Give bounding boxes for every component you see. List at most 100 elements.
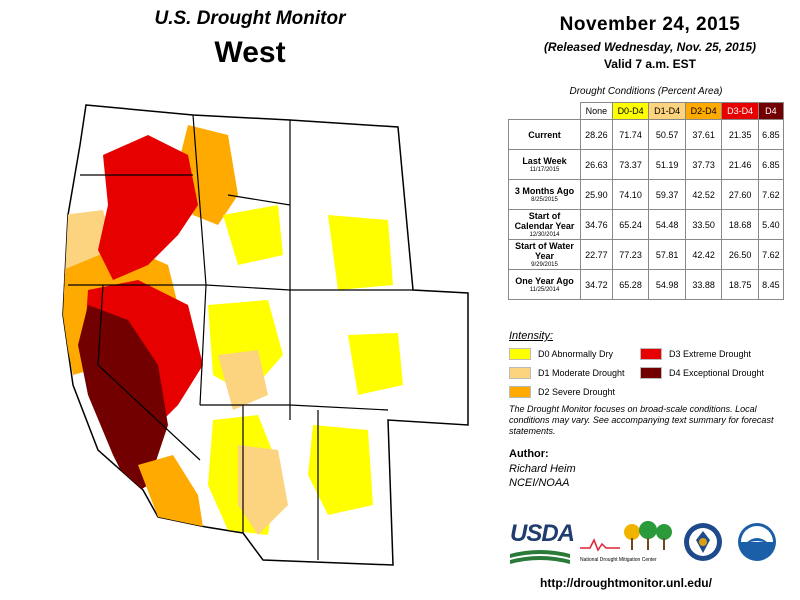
legend-title: Intensity:	[509, 330, 554, 342]
table-cell: 51.19	[648, 149, 686, 180]
doc-seal-logo	[683, 522, 723, 567]
table-cell: 33.88	[684, 269, 723, 300]
usda-logo-text: USDA	[510, 520, 575, 547]
author-label: Author:	[509, 448, 549, 460]
d3-area-pnw	[98, 135, 198, 280]
d0-area-mt	[223, 205, 283, 265]
legend-item-d4: D4 Exceptional Drought	[640, 367, 764, 379]
release-date: (Released Wednesday, Nov. 25, 2015)	[543, 40, 757, 54]
table-cell: 26.63	[580, 149, 613, 180]
table-cell: 54.48	[648, 209, 686, 240]
row-label: Last Week 11/17/2015	[508, 149, 581, 180]
table-cell: 7.62	[757, 239, 785, 270]
region-title: West	[214, 36, 286, 69]
table-cell: 50.57	[648, 119, 686, 150]
commerce-seal-icon	[684, 523, 722, 561]
legend-swatch	[509, 386, 531, 398]
table-cell: 21.46	[721, 149, 759, 180]
table-row: 3 Months Ago 8/25/2015 25.90 74.10 59.37 …	[508, 179, 785, 210]
legend-item-d2: D2 Severe Drought	[509, 386, 615, 398]
noaa-logo	[737, 522, 777, 567]
ndmc-logo-text: National Drought Mitigation Center	[580, 557, 657, 563]
table-cell: 59.37	[648, 179, 686, 210]
table-cell: 22.77	[580, 239, 613, 270]
table-cell: 5.40	[757, 209, 785, 240]
d4-area	[78, 305, 168, 495]
table-row: Start of Water Year 9/29/2015 22.77 77.23…	[508, 239, 785, 270]
legend-label: D1 Moderate Drought	[538, 368, 625, 378]
legend-label: D4 Exceptional Drought	[669, 368, 765, 378]
author-org: NCEI/NOAA	[509, 477, 570, 489]
table-cell: 18.75	[721, 269, 759, 300]
table-cell: 33.50	[684, 209, 723, 240]
row-label: Start of Water Year 9/29/2015	[508, 239, 581, 270]
table-cell: 25.90	[580, 179, 613, 210]
table-cell: 65.28	[611, 269, 650, 300]
table-row: Current 28.26 71.74 50.57 37.61 21.35 6.…	[508, 119, 785, 150]
table-cell: 74.10	[611, 179, 650, 210]
source-url[interactable]: http://droughtmonitor.unl.edu/	[540, 576, 712, 590]
table-cell: 65.24	[611, 209, 650, 240]
date-block: November 24, 2015 (Released Wednesday, N…	[505, 14, 795, 71]
table-cell: 34.72	[580, 269, 613, 300]
drought-areas	[63, 125, 403, 535]
noaa-gull-icon	[738, 523, 776, 561]
legend-label: D3 Extreme Drought	[669, 349, 752, 359]
ndmc-logo: National Drought Mitigation Center	[580, 520, 675, 565]
table-cell: 37.73	[684, 149, 723, 180]
table-cell: 71.74	[611, 119, 650, 150]
table-cell: 54.98	[648, 269, 686, 300]
drought-map	[62, 104, 469, 566]
table-cell: 6.85	[757, 149, 785, 180]
ndmc-trees-icon	[580, 521, 672, 552]
table-cell: 26.50	[721, 239, 759, 270]
legend-item-d3: D3 Extreme Drought	[640, 348, 751, 360]
table-cell: 42.42	[684, 239, 723, 270]
state-borders	[68, 114, 413, 560]
table-header-blank	[508, 102, 581, 120]
legend-swatch	[640, 348, 662, 360]
valid-time: Valid 7 a.m. EST	[603, 57, 697, 71]
table-row: Last Week 11/17/2015 26.63 73.37 51.19 37…	[508, 149, 785, 180]
map-title: U.S. Drought Monitor	[154, 8, 346, 29]
table-cell: 27.60	[721, 179, 759, 210]
table-cell: 57.81	[648, 239, 686, 270]
table-cell: 21.35	[721, 119, 759, 150]
table-row: Start of Calendar Year 12/30/2014 34.76 6…	[508, 209, 785, 240]
column-header: D4	[757, 102, 785, 120]
table-cell: 28.26	[580, 119, 613, 150]
d2-area-socal	[138, 455, 203, 527]
legend-label: D2 Severe Drought	[538, 387, 616, 397]
disclaimer-note: The Drought Monitor focuses on broad-sca…	[509, 404, 774, 436]
legend-swatch	[509, 348, 531, 360]
column-header: None	[580, 102, 613, 120]
legend-swatch	[640, 367, 662, 379]
table-cell: 77.23	[611, 239, 650, 270]
title-block: U.S. Drought Monitor West	[100, 8, 400, 70]
legend-item-d0: D0 Abnormally Dry	[509, 348, 613, 360]
table-cell: 6.85	[757, 119, 785, 150]
table-row: One Year Ago 11/25/2014 34.72 65.28 54.98…	[508, 269, 785, 300]
legend-label: D0 Abnormally Dry	[538, 349, 614, 359]
d1-area-az	[238, 445, 288, 535]
table-cell: 7.62	[757, 179, 785, 210]
table-cell: 37.61	[684, 119, 723, 150]
row-label: 3 Months Ago 8/25/2015	[508, 179, 581, 210]
map-date: November 24, 2015	[559, 14, 741, 35]
drought-conditions-table: None D0-D4 D1-D4 D2-D4 D3-D4 D4 Current …	[508, 102, 785, 300]
column-header: D2-D4	[684, 102, 723, 120]
table-cell: 73.37	[611, 149, 650, 180]
column-header: D3-D4	[721, 102, 759, 120]
d0-area-wy	[328, 215, 393, 290]
usda-logo: USDA	[510, 520, 575, 573]
d1-area-ut	[218, 350, 268, 410]
row-label: Start of Calendar Year 12/30/2014	[508, 209, 581, 240]
d0-area-nm	[308, 425, 373, 515]
table-cell: 42.52	[684, 179, 723, 210]
row-label: Current	[508, 119, 581, 150]
table-cell: 34.76	[580, 209, 613, 240]
column-header: D0-D4	[611, 102, 650, 120]
table-cell: 18.68	[721, 209, 759, 240]
legend-swatch	[509, 367, 531, 379]
usda-hills-icon	[510, 550, 570, 564]
